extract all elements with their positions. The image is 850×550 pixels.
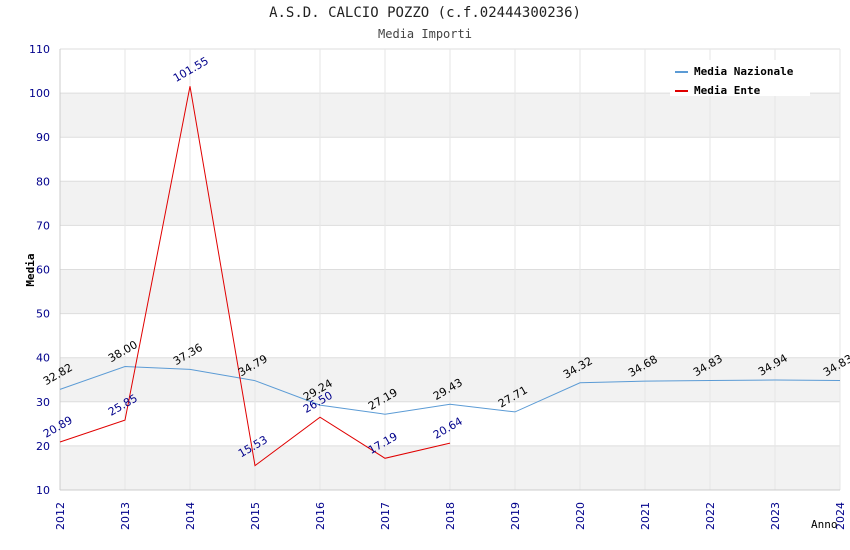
x-tick-label: 2013 [119,502,132,530]
legend-box [670,60,810,96]
x-tick-label: 2014 [184,502,197,530]
x-tick-label: 2020 [574,502,587,530]
chart-title: A.S.D. CALCIO POZZO (c.f.02444300236) [269,5,581,21]
x-tick-label: 2016 [314,502,327,530]
x-tick-label: 2022 [704,502,717,530]
x-tick-label: 2017 [379,502,392,530]
legend-label-media-ente: Media Ente [694,84,761,97]
legend-label-media-nazionale: Media Nazionale [694,65,794,78]
x-tick-label: 2021 [639,502,652,530]
y-tick-label: 20 [36,440,50,453]
y-tick-label: 80 [36,175,50,188]
y-tick-label: 90 [36,131,50,144]
y-tick-label: 40 [36,352,50,365]
x-tick-label: 2012 [54,502,67,530]
x-tick-label: 2015 [249,502,262,530]
y-tick-label: 60 [36,264,50,277]
y-tick-label: 70 [36,219,50,232]
x-tick-label: 2018 [444,502,457,530]
y-tick-label: 110 [29,43,50,56]
x-axis-title: Anno [811,518,838,531]
x-tick-label: 2023 [769,502,782,530]
y-tick-label: 10 [36,484,50,497]
chart-subtitle: Media Importi [378,27,472,41]
y-axis-title: Media [24,253,37,286]
y-tick-label: 100 [29,87,50,100]
x-tick-label: 2024 [834,502,847,530]
series-line-media-ente [59,86,451,467]
y-tick-label: 50 [36,308,50,321]
y-tick-label: 30 [36,396,50,409]
x-tick-label: 2019 [509,502,522,530]
series-line-media-nazionale [59,366,841,415]
